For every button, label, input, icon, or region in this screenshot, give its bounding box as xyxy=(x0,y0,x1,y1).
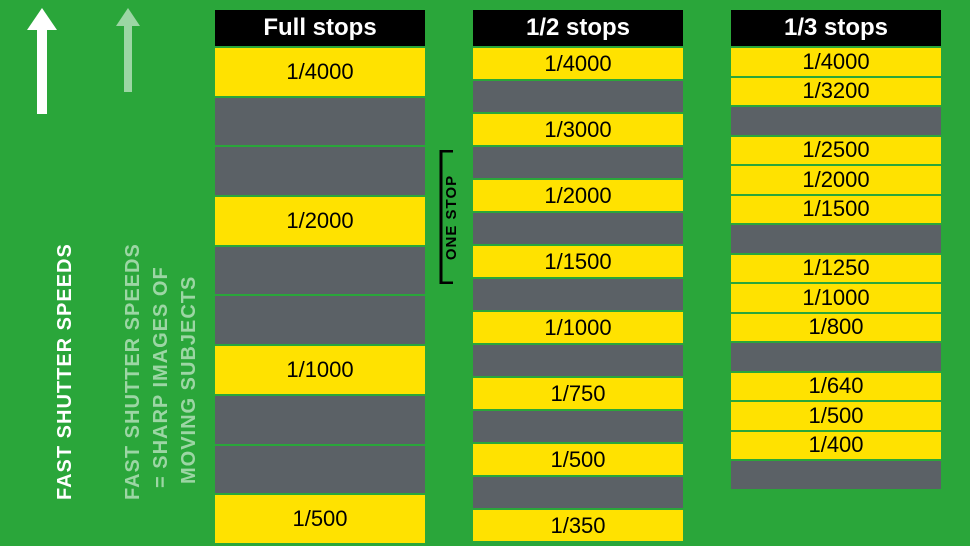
arrow-fast-primary xyxy=(24,8,60,114)
stop-cell: 1/3200 xyxy=(731,78,941,106)
column-col1: Full stops1/4000 1/2000 1/1000 1/500 xyxy=(215,10,425,545)
stop-cell: 1/1250 xyxy=(731,255,941,283)
stop-cell-empty xyxy=(473,147,683,178)
stop-cell: 1/3000 xyxy=(473,114,683,145)
stop-cell-empty xyxy=(473,213,683,244)
stop-cell-empty xyxy=(731,107,941,135)
stop-cell: 1/500 xyxy=(731,402,941,430)
stop-cell-empty xyxy=(473,411,683,442)
column-header: 1/2 stops xyxy=(473,10,683,46)
one-stop-label: ONE STOP xyxy=(443,175,460,260)
stop-cell: 1/400 xyxy=(731,432,941,460)
arrow-fast-secondary xyxy=(113,8,143,92)
stop-cell-empty xyxy=(473,81,683,112)
label-fast-shutter-secondary: FAST SHUTTER SPEEDS xyxy=(122,243,145,500)
stop-cell-empty xyxy=(215,446,425,494)
stop-cell: 1/1500 xyxy=(473,246,683,277)
stop-cell: 1/1000 xyxy=(215,346,425,394)
sidebar: FAST SHUTTER SPEEDS FAST SHUTTER SPEEDS … xyxy=(0,0,210,546)
stop-cell-empty xyxy=(215,247,425,295)
stop-cell: 1/4000 xyxy=(215,48,425,96)
stop-cell: 1/2000 xyxy=(473,180,683,211)
stop-cell-empty xyxy=(473,279,683,310)
columns-container: Full stops1/40001/20001/10001/5001/2 sto… xyxy=(215,10,960,540)
stop-cell: 1/4000 xyxy=(473,48,683,79)
stop-cell: 1/800 xyxy=(731,314,941,342)
stop-cell: 1/4000 xyxy=(731,48,941,76)
stop-cell: 1/2000 xyxy=(215,197,425,245)
stop-cell: 1/2000 xyxy=(731,166,941,194)
column-col3: 1/3 stops1/40001/3200 1/25001/20001/1500 1… xyxy=(731,10,941,491)
stop-cell: 1/500 xyxy=(473,444,683,475)
stop-cell: 1/2500 xyxy=(731,137,941,165)
label-sharp-images-line2: MOVING SUBJECTS xyxy=(178,276,201,484)
stop-cell-empty xyxy=(215,98,425,146)
stop-cell: 1/500 xyxy=(215,495,425,543)
stop-cell-empty xyxy=(473,477,683,508)
label-sharp-images-line1: = SHARP IMAGES OF xyxy=(150,266,173,488)
stop-cell-empty xyxy=(731,461,941,489)
stop-cell-empty xyxy=(731,343,941,371)
stop-cell-empty xyxy=(215,396,425,444)
stop-cell-empty xyxy=(215,147,425,195)
column-header: Full stops xyxy=(215,10,425,46)
column-col2: 1/2 stops1/4000 1/3000 1/2000 1/1500 1/1000 1… xyxy=(473,10,683,543)
stop-cell-empty xyxy=(215,296,425,344)
stop-cell: 1/1000 xyxy=(473,312,683,343)
stop-cell: 1/750 xyxy=(473,378,683,409)
stop-cell: 1/1000 xyxy=(731,284,941,312)
page: FAST SHUTTER SPEEDS FAST SHUTTER SPEEDS … xyxy=(0,0,970,546)
stop-cell: 1/1500 xyxy=(731,196,941,224)
stop-cell: 1/640 xyxy=(731,373,941,401)
stop-cell-empty xyxy=(731,225,941,253)
stop-cell-empty xyxy=(473,345,683,376)
label-fast-shutter-primary: FAST SHUTTER SPEEDS xyxy=(54,243,77,500)
column-header: 1/3 stops xyxy=(731,10,941,46)
stop-cell: 1/350 xyxy=(473,510,683,541)
